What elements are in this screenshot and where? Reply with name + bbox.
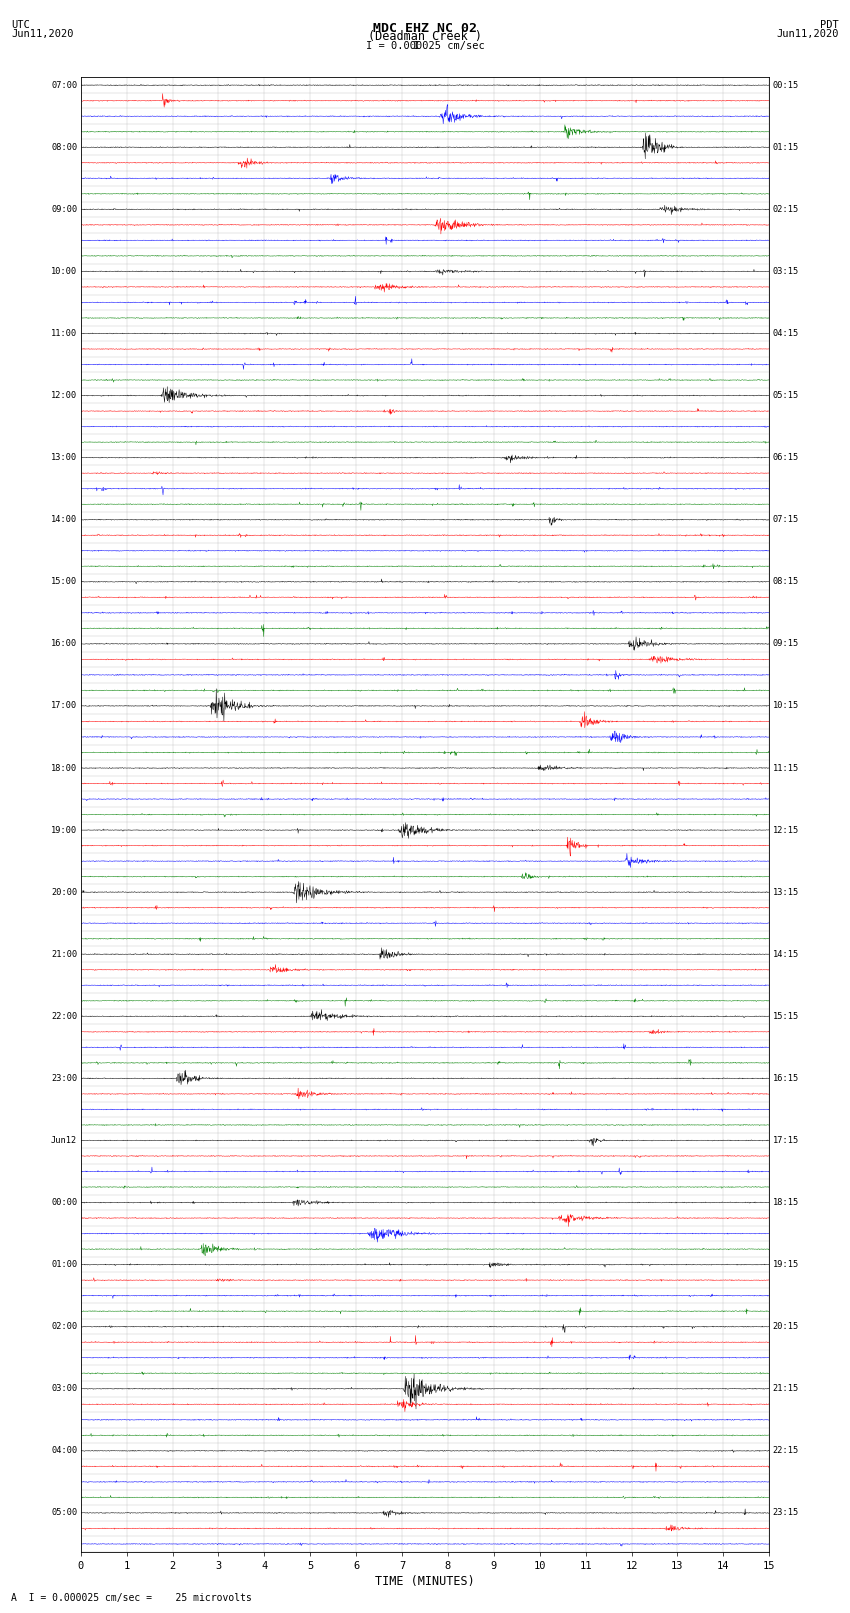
Text: (Deadman Creek ): (Deadman Creek ): [368, 29, 482, 44]
Text: 12:00: 12:00: [51, 390, 77, 400]
Text: 15:00: 15:00: [51, 577, 77, 586]
Text: 02:15: 02:15: [773, 205, 799, 215]
Text: 11:00: 11:00: [51, 329, 77, 339]
Text: 05:00: 05:00: [51, 1508, 77, 1518]
Text: 07:15: 07:15: [773, 515, 799, 524]
Text: 22:00: 22:00: [51, 1011, 77, 1021]
Text: 17:15: 17:15: [773, 1136, 799, 1145]
Text: 16:15: 16:15: [773, 1074, 799, 1082]
Text: A  I = 0.000025 cm/sec =    25 microvolts: A I = 0.000025 cm/sec = 25 microvolts: [11, 1594, 252, 1603]
Text: 11:15: 11:15: [773, 763, 799, 773]
Text: 22:15: 22:15: [773, 1447, 799, 1455]
Text: 20:00: 20:00: [51, 887, 77, 897]
Text: Jun12: Jun12: [51, 1136, 77, 1145]
Text: 23:00: 23:00: [51, 1074, 77, 1082]
Text: 10:15: 10:15: [773, 702, 799, 710]
Text: 05:15: 05:15: [773, 390, 799, 400]
Text: 13:00: 13:00: [51, 453, 77, 463]
Text: 07:00: 07:00: [51, 81, 77, 90]
Text: 20:15: 20:15: [773, 1323, 799, 1331]
Text: 09:00: 09:00: [51, 205, 77, 215]
Text: 06:15: 06:15: [773, 453, 799, 463]
Text: 00:00: 00:00: [51, 1198, 77, 1207]
Text: 09:15: 09:15: [773, 639, 799, 648]
Text: 14:15: 14:15: [773, 950, 799, 958]
X-axis label: TIME (MINUTES): TIME (MINUTES): [375, 1574, 475, 1587]
Text: PDT: PDT: [820, 19, 839, 31]
Text: 21:00: 21:00: [51, 950, 77, 958]
Text: 03:00: 03:00: [51, 1384, 77, 1394]
Text: 10:00: 10:00: [51, 266, 77, 276]
Text: 23:15: 23:15: [773, 1508, 799, 1518]
Text: I: I: [413, 40, 420, 50]
Text: 19:15: 19:15: [773, 1260, 799, 1269]
Text: 12:15: 12:15: [773, 826, 799, 834]
Text: 15:15: 15:15: [773, 1011, 799, 1021]
Text: 01:00: 01:00: [51, 1260, 77, 1269]
Text: 18:00: 18:00: [51, 763, 77, 773]
Text: 16:00: 16:00: [51, 639, 77, 648]
Text: UTC: UTC: [11, 19, 30, 31]
Text: 08:15: 08:15: [773, 577, 799, 586]
Text: 14:00: 14:00: [51, 515, 77, 524]
Text: 13:15: 13:15: [773, 887, 799, 897]
Text: Jun11,2020: Jun11,2020: [776, 29, 839, 39]
Text: MDC EHZ NC 02: MDC EHZ NC 02: [373, 21, 477, 35]
Text: 03:15: 03:15: [773, 266, 799, 276]
Text: 04:00: 04:00: [51, 1447, 77, 1455]
Text: 18:15: 18:15: [773, 1198, 799, 1207]
Text: 04:15: 04:15: [773, 329, 799, 339]
Text: 08:00: 08:00: [51, 144, 77, 152]
Text: 21:15: 21:15: [773, 1384, 799, 1394]
Text: 19:00: 19:00: [51, 826, 77, 834]
Text: 00:15: 00:15: [773, 81, 799, 90]
Text: 02:00: 02:00: [51, 1323, 77, 1331]
Text: 01:15: 01:15: [773, 144, 799, 152]
Text: I = 0.000025 cm/sec: I = 0.000025 cm/sec: [366, 40, 484, 50]
Text: 17:00: 17:00: [51, 702, 77, 710]
Text: Jun11,2020: Jun11,2020: [11, 29, 74, 39]
